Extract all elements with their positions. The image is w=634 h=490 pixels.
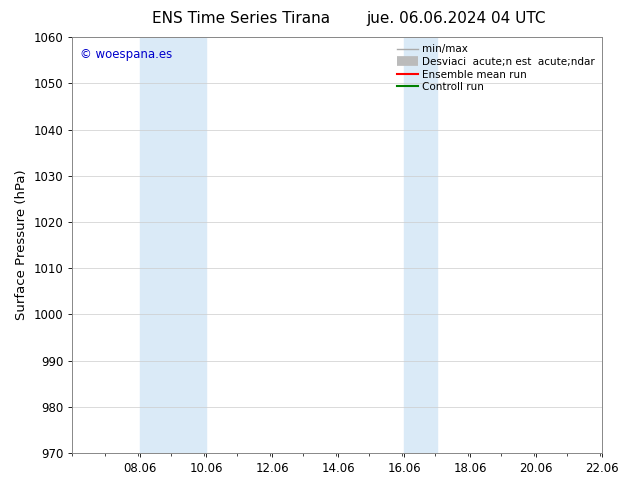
Bar <box>404 37 437 453</box>
Text: ENS Time Series Tirana: ENS Time Series Tirana <box>152 11 330 26</box>
Text: © woespana.es: © woespana.es <box>81 48 172 61</box>
Legend: min/max, Desviaci  acute;n est  acute;ndar, Ensemble mean run, Controll run: min/max, Desviaci acute;n est acute;ndar… <box>395 42 597 95</box>
Y-axis label: Surface Pressure (hPa): Surface Pressure (hPa) <box>15 170 28 320</box>
Bar <box>140 37 206 453</box>
Text: jue. 06.06.2024 04 UTC: jue. 06.06.2024 04 UTC <box>366 11 547 26</box>
